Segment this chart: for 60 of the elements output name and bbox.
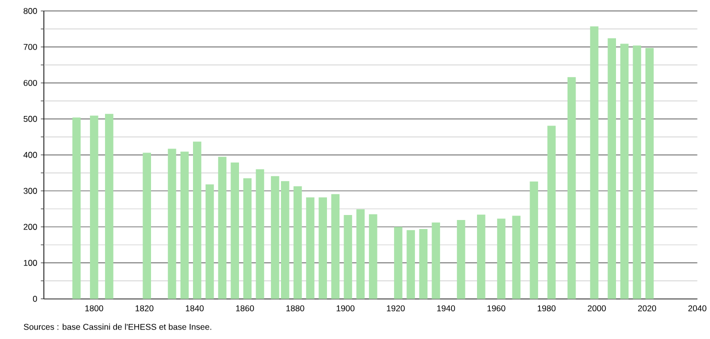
x-tick-label: 1880	[286, 306, 304, 312]
bar	[530, 182, 538, 299]
bar	[206, 184, 214, 299]
bar	[193, 142, 202, 299]
bar	[620, 44, 629, 299]
y-tick-label: 700	[24, 44, 38, 50]
y-tick-label: 400	[23, 152, 38, 158]
bar	[394, 227, 402, 299]
y-tick-label: 300	[24, 188, 38, 194]
x-tick-label: 1960	[487, 306, 506, 312]
bar	[105, 114, 114, 299]
bar	[72, 118, 81, 299]
x-tick-label: 1840	[186, 306, 204, 312]
bar	[180, 152, 189, 299]
bar	[306, 198, 314, 299]
x-tick-label: 2040	[688, 306, 706, 312]
y-tick-label: 0	[32, 296, 38, 302]
bar	[632, 46, 642, 299]
source-note: Sources : base Cassini de l'EHESS et base Insee.	[24, 324, 212, 330]
y-tick-label: 600	[24, 80, 38, 86]
bar	[218, 156, 226, 299]
bar	[90, 116, 98, 299]
bar	[567, 77, 576, 299]
x-tick-label: 1800	[85, 306, 104, 312]
bar	[256, 169, 264, 299]
bar	[645, 48, 654, 299]
bar	[512, 216, 520, 299]
bar	[318, 198, 327, 299]
bar	[547, 126, 556, 299]
x-tick-label: 1980	[538, 306, 556, 312]
bar	[590, 26, 598, 299]
y-tick-label: 200	[24, 224, 38, 230]
bar	[331, 194, 340, 299]
bar	[456, 220, 466, 299]
bar	[294, 186, 302, 299]
bar	[280, 181, 290, 299]
bar	[419, 229, 428, 299]
bar	[230, 162, 239, 299]
x-tick-label: 1860	[236, 306, 254, 312]
bar	[344, 215, 352, 299]
y-tick-label: 500	[24, 116, 38, 122]
bar	[432, 222, 440, 299]
x-tick-label: 1940	[437, 306, 456, 312]
bar	[270, 176, 280, 299]
x-tick-label: 1920	[386, 306, 405, 312]
bar	[168, 148, 176, 299]
y-tick-label: 800	[24, 8, 38, 14]
x-tick-label: 2020	[638, 306, 656, 312]
bar	[356, 209, 365, 299]
bar	[368, 214, 378, 299]
bar	[406, 230, 415, 299]
bar	[243, 178, 252, 299]
y-tick-label: 100	[24, 260, 38, 266]
bar	[497, 218, 506, 299]
bar	[477, 214, 486, 299]
x-tick-label: 2000	[588, 306, 606, 312]
x-tick-label: 1900	[336, 306, 354, 312]
bar	[142, 152, 152, 299]
bar	[608, 38, 616, 299]
x-tick-label: 1820	[136, 306, 154, 312]
